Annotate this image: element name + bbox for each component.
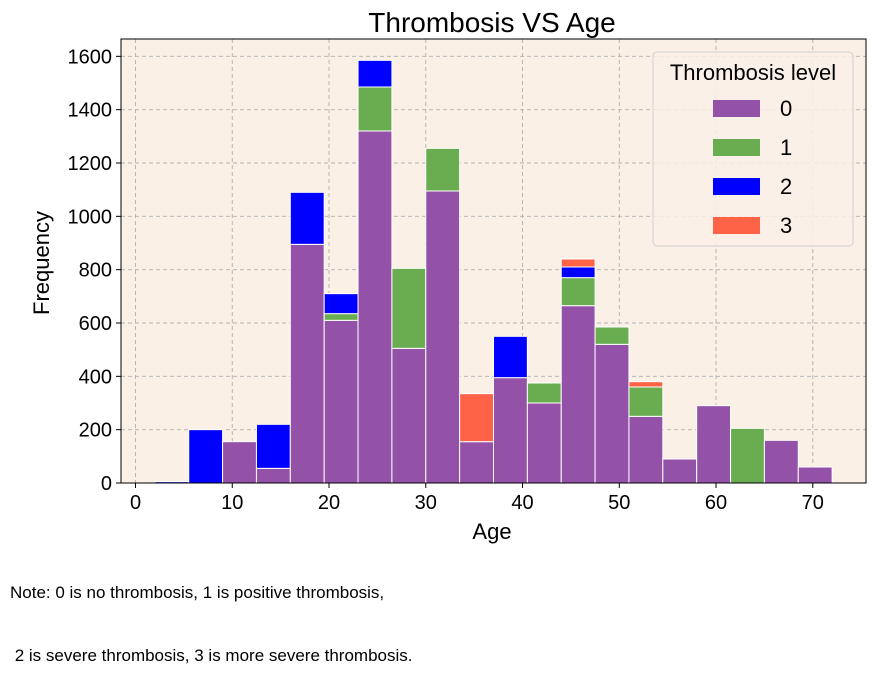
bar-level-1 — [560, 277, 596, 307]
bar-level-1 — [357, 86, 393, 132]
footnote: Note: 0 is no thrombosis, 1 is positive … — [10, 540, 412, 687]
thrombosis-age-histogram: 0 10 20 30 40 50 60 70 020040060080010001200140… — [29, 7, 867, 544]
bar-level-0 — [255, 467, 291, 484]
legend-swatch-level-2 — [713, 178, 760, 195]
y-tick-label: 1600 — [68, 46, 113, 68]
y-tick-label: 1400 — [68, 100, 113, 122]
plot-frame — [120, 38, 867, 484]
bar-level-0 — [662, 458, 698, 484]
bar-level-1 — [391, 267, 427, 349]
bar-level-1 — [425, 147, 461, 192]
legend-title: Thrombosis level — [670, 60, 836, 85]
x-tick-label: 0 — [130, 492, 141, 514]
x-tick-label: 70 — [802, 492, 824, 514]
bar-level-2 — [289, 191, 325, 245]
bar-level-3 — [459, 393, 494, 443]
x-tick-label: 50 — [608, 492, 630, 514]
bar-level-0 — [526, 402, 562, 484]
bar-level-0 — [763, 439, 799, 484]
x-axis-ticks: 0 10 20 30 40 50 60 70 — [130, 483, 824, 514]
legend-label-level-3: 3 — [780, 213, 792, 238]
bar-level-0 — [323, 319, 359, 484]
bar-level-2 — [357, 59, 393, 88]
x-tick-label: 10 — [221, 492, 243, 514]
bar-level-0 — [628, 415, 664, 484]
y-tick-label: 800 — [79, 260, 112, 282]
bar-level-1 — [323, 313, 359, 321]
y-tick-label: 1200 — [68, 153, 113, 175]
legend-swatch-level-3 — [713, 217, 760, 234]
y-axis-ticks: 0 200 400 600 800 1000 1200 1400 1600 — [68, 46, 121, 495]
x-tick-label: 30 — [415, 492, 437, 514]
bar-level-2 — [560, 266, 596, 279]
bar-level-1 — [628, 386, 664, 417]
footnote-line-1: Note: 0 is no thrombosis, 1 is positive … — [10, 583, 385, 602]
bar-level-0 — [696, 405, 732, 484]
bar-level-0 — [391, 347, 427, 484]
bar-level-2 — [255, 423, 291, 469]
bar-level-3 — [560, 258, 596, 268]
bar-level-0 — [357, 130, 393, 484]
y-tick-label: 400 — [79, 366, 112, 388]
y-tick-label: 1000 — [68, 206, 113, 228]
x-tick-label: 60 — [705, 492, 727, 514]
histogram-bars — [154, 59, 833, 484]
bar-level-0 — [493, 377, 528, 484]
y-axis-label: Frequency — [29, 211, 54, 315]
legend-label-level-0: 0 — [780, 96, 792, 121]
legend-swatch-level-0 — [713, 100, 760, 117]
y-tick-label: 600 — [79, 313, 112, 335]
legend-label-level-1: 1 — [780, 135, 792, 160]
bar-level-2 — [323, 293, 359, 315]
bar-level-0 — [222, 441, 257, 484]
bar-level-1 — [730, 427, 765, 484]
footnote-line-2: 2 is severe thrombosis, 3 is more severe… — [10, 646, 413, 665]
bar-level-0 — [797, 466, 833, 484]
x-tick-label: 40 — [511, 492, 533, 514]
bar-level-0 — [289, 243, 325, 484]
x-tick-label: 20 — [318, 492, 340, 514]
bar-level-0 — [594, 343, 630, 484]
y-tick-label: 200 — [79, 420, 112, 442]
legend-label-level-2: 2 — [780, 174, 792, 199]
bar-level-0 — [459, 441, 494, 484]
bar-level-2 — [188, 429, 224, 484]
chart-title: Thrombosis VS Age — [368, 7, 615, 38]
legend-swatch-level-1 — [713, 139, 760, 156]
bar-level-3 — [628, 381, 664, 388]
bar-level-0 — [425, 190, 461, 484]
bar-level-2 — [493, 335, 528, 379]
bar-level-0 — [560, 305, 596, 484]
bar-level-1 — [526, 382, 562, 404]
y-tick-label: 0 — [101, 473, 112, 495]
x-axis-label: Age — [472, 519, 511, 544]
bar-level-1 — [594, 326, 630, 345]
legend: Thrombosis level 0 1 2 3 — [652, 51, 854, 247]
